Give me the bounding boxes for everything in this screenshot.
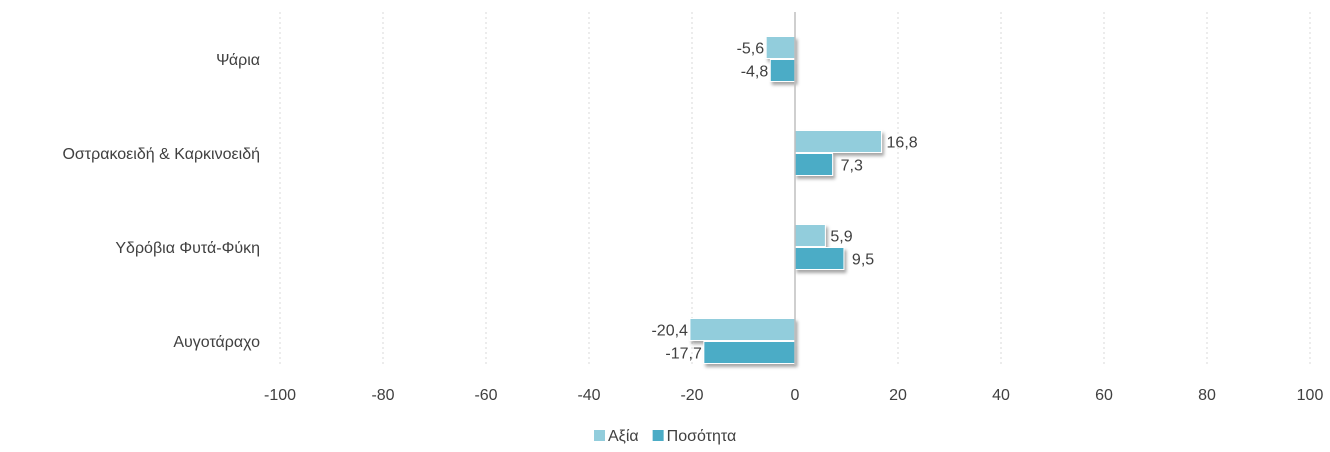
data-label: -5,6 (737, 41, 765, 58)
data-label: -17,7 (665, 346, 702, 363)
x-tick-label: -40 (577, 387, 600, 404)
x-tick-label: 60 (1095, 387, 1113, 404)
x-tick-label: -20 (680, 387, 703, 404)
data-label: -20,4 (651, 323, 688, 340)
bar-value (794, 130, 883, 153)
data-label: -4,8 (741, 64, 769, 81)
x-tick-label: -60 (474, 387, 497, 404)
data-label: 7,3 (841, 158, 863, 175)
category-labels: Ψάρια Οστρακοειδή & Καρκινοειδή Υδρόβια Φυ… (62, 52, 260, 351)
x-tick-label: 80 (1198, 387, 1216, 404)
legend-swatch (652, 430, 664, 441)
bar-value (765, 36, 796, 59)
x-tick-label: 20 (889, 387, 907, 404)
x-tick-label: -100 (264, 387, 296, 404)
x-axis-tick-labels: -100 -80 -60 -40 -20 0 20 40 60 80 100 (264, 387, 1323, 404)
bar-quantity (794, 247, 845, 270)
category-label: Ψάρια (216, 52, 260, 69)
legend: Αξία Ποσότητα (594, 428, 736, 445)
category-label: Οστρακοειδή & Καρκινοειδή (62, 146, 260, 163)
bar-value (794, 224, 826, 247)
bar-quantity (769, 59, 796, 82)
x-tick-label: 100 (1297, 387, 1324, 404)
data-label: 5,9 (830, 229, 852, 246)
legend-entry: Αξία (608, 428, 639, 445)
bar-quantity (794, 153, 834, 176)
legend-entry: Ποσότητα (667, 428, 737, 445)
legend-swatch (594, 430, 605, 441)
data-label: 16,8 (887, 135, 918, 152)
category-label: Υδρόβια Φυτά-Φύκη (115, 240, 260, 257)
gridlines (279, 12, 1311, 365)
data-labels: -5,6 -4,8 16,8 7,3 5,99,5 -20,4 -17,7 (651, 41, 917, 363)
data-label: 9,5 (852, 252, 874, 269)
bars (689, 36, 883, 364)
x-tick-label: 0 (791, 387, 800, 404)
x-tick-label: 40 (992, 387, 1010, 404)
category-label: Αυγοτάραχο (173, 334, 260, 351)
bar-quantity (703, 341, 796, 364)
bar-value (689, 318, 796, 341)
x-tick-label: -80 (371, 387, 394, 404)
